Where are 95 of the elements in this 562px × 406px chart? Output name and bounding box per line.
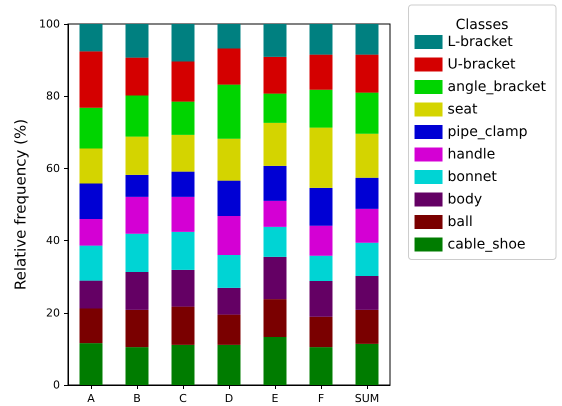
y-tick-label: 60 [46,162,60,175]
bar [172,344,194,385]
bar [126,347,148,385]
bar [356,344,378,385]
bar [310,281,332,317]
legend-title: Classes [456,17,508,33]
bar [80,108,102,149]
legend-label: handle [448,146,496,162]
legend-label: bonnet [448,169,498,185]
bar [172,24,194,62]
bar [264,166,286,201]
bar [172,172,194,197]
bar [172,196,194,232]
bar [264,122,286,166]
bar [356,310,378,344]
legend-label: ball [448,214,473,230]
y-tick-label: 40 [46,234,60,248]
bar [80,24,102,52]
bar [356,178,378,209]
x-tick-label: D [224,392,234,405]
bar [264,94,286,123]
x-tick-label: A [87,392,96,405]
bar [126,95,148,137]
bar [218,24,240,49]
legend-label: L-bracket [448,34,514,50]
bar [80,343,102,385]
bar [218,48,240,85]
bar [310,188,332,226]
bar [80,148,102,184]
bar [356,208,378,243]
bar [310,347,332,385]
bar [310,90,332,128]
bar [80,308,102,344]
bar [264,336,286,385]
y-tick-label: 100 [39,18,60,30]
bar [80,280,102,308]
bar [172,232,194,270]
y-tick-label: 20 [46,306,60,320]
bar [172,306,194,345]
legend-label: cable_shoe [448,236,526,252]
bar [218,314,240,345]
bar [172,102,194,135]
x-tick-label: C [179,392,188,405]
bar [218,255,240,288]
bar [264,299,286,337]
bar [126,24,148,58]
x-tick-label: F [318,392,324,405]
legend-label: body [448,192,482,208]
bar [356,134,378,178]
bar [126,174,148,197]
bar [126,58,148,96]
bar [218,344,240,385]
bar [172,62,194,102]
bar [356,242,378,276]
bar [218,288,240,315]
bar [126,136,148,175]
bar [80,246,102,281]
bar [126,272,148,310]
y-tick-label: 80 [46,90,60,103]
bar [310,256,332,282]
x-tick-label: E [272,392,279,405]
y-axis-title: Relative frequency (%) [12,118,30,290]
legend-label: angle_bracket [448,79,547,95]
bar [310,316,332,348]
bar [264,56,286,94]
bar [172,270,194,307]
bar [264,24,286,57]
bar [264,256,286,300]
bar [356,276,378,310]
bar [218,138,240,181]
legend-label: U-bracket [448,56,516,72]
bar [310,226,332,256]
bar [80,218,102,246]
legend-label: seat [448,102,478,118]
bar [310,24,332,55]
bar [264,226,286,257]
bar [264,200,286,227]
bar [126,310,148,348]
legend-label: pipe_clamp [448,124,528,140]
bar [218,180,240,216]
bar [356,24,378,55]
x-tick-label: SUM [354,392,380,405]
bar [310,54,332,90]
bar [356,92,378,134]
y-tick-label: 0 [53,378,60,392]
bar [218,84,240,139]
bar [218,216,240,256]
bar [80,51,102,108]
bar [126,234,148,272]
bar [310,128,332,188]
bar [126,196,148,234]
bar [356,54,378,93]
bar [172,134,194,172]
x-tick-label: B [133,392,141,405]
bar [80,184,102,219]
